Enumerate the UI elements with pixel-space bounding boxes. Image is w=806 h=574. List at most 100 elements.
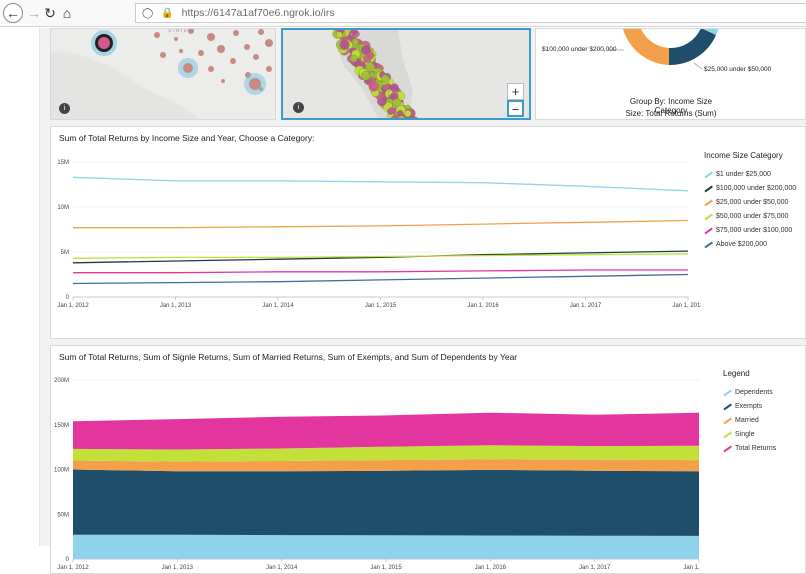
- y-tick-label: 0: [66, 295, 70, 301]
- x-tick-label: Jan 1, 2015: [370, 565, 402, 570]
- legend-item[interactable]: Above $200,000: [704, 237, 796, 251]
- dashboard-page: STATES i i + − $100,000 under $200,000 $…: [0, 28, 806, 546]
- legend-item[interactable]: Dependents: [723, 385, 776, 399]
- legend-label: Married: [735, 417, 759, 424]
- map-point: [361, 45, 370, 54]
- legend-item[interactable]: $25,000 under $50,000: [704, 195, 796, 209]
- legend-title: Income Size Category: [704, 151, 796, 160]
- legend-label: $50,000 under $75,000: [716, 213, 788, 220]
- left-rail: [0, 28, 40, 546]
- x-tick-label: Jan 1, 2018: [683, 565, 701, 570]
- area-chart-card: Sum of Total Returns, Sum of Signle Retu…: [50, 345, 806, 574]
- map-point: [336, 32, 342, 38]
- bubble-map-card[interactable]: STATES i: [50, 28, 276, 120]
- series-line: [73, 221, 688, 228]
- y-tick-label: 5M: [61, 250, 69, 256]
- y-tick-label: 150M: [54, 423, 69, 429]
- line-chart-legend: Income Size Category $1 under $25,000 $10…: [704, 151, 796, 251]
- donut-slice[interactable]: [621, 29, 669, 65]
- x-tick-label: Jan 1, 2014: [262, 303, 294, 309]
- line-chart-card: Sum of Total Returns by Income Size and …: [50, 126, 806, 339]
- legend-item[interactable]: Total Returns: [723, 441, 776, 455]
- url-text[interactable]: https://6147a1af70e6.ngrok.io/irs: [182, 7, 335, 19]
- lock-icon[interactable]: 🔒: [161, 8, 173, 19]
- area-chart-legend: Legend Dependents Exempts Married Single Tot…: [723, 369, 776, 455]
- x-tick-label: Jan 1, 2013: [160, 303, 192, 309]
- legend-swatch: [704, 198, 712, 206]
- legend-item[interactable]: $100,000 under $200,000: [704, 181, 796, 195]
- y-tick-label: 100M: [54, 468, 69, 474]
- x-tick-label: Jan 1, 2013: [162, 565, 194, 570]
- legend-item[interactable]: $50,000 under $75,000: [704, 209, 796, 223]
- legend-item[interactable]: $1 under $25,000: [704, 167, 796, 181]
- map-point: [361, 71, 370, 80]
- line-chart[interactable]: 0 5M 10M 15M Jan 1, 2012 Jan 1, 2013 Jan 1, 20…: [51, 152, 701, 337]
- address-bar[interactable]: ◯ 🔒 https://6147a1af70e6.ngrok.io/irs: [135, 3, 806, 23]
- point-map[interactable]: [283, 30, 529, 118]
- x-tick-label: Jan 1, 2012: [57, 303, 89, 309]
- legend-label: $75,000 under $100,000: [716, 227, 792, 234]
- x-tick-label: Jan 1, 2017: [579, 565, 611, 570]
- zoom-in-button[interactable]: +: [507, 83, 524, 100]
- legend-swatch: [704, 240, 712, 248]
- legend-label: Single: [735, 431, 754, 438]
- x-tick-label: Jan 1, 2017: [570, 303, 602, 309]
- map-point: [397, 110, 403, 116]
- y-tick-label: 50M: [57, 512, 69, 518]
- legend-swatch: [723, 388, 731, 396]
- legend-label: $100,000 under $200,000: [716, 185, 796, 192]
- donut-slice[interactable]: [669, 29, 716, 65]
- slice-label: $25,000 under $50,000: [704, 66, 771, 73]
- legend-item[interactable]: Single: [723, 427, 776, 441]
- map-point: [340, 40, 350, 50]
- donut-chart-card[interactable]: $100,000 under $200,000 $25,000 under $5…: [535, 28, 806, 120]
- x-tick-label: Jan 1, 2016: [467, 303, 499, 309]
- map-point: [350, 55, 357, 62]
- map-point: [404, 110, 411, 117]
- zoom-out-button[interactable]: −: [507, 100, 524, 117]
- browser-toolbar: ← → ↻ ⌂ ◯ 🔒 https://6147a1af70e6.ngrok.i…: [0, 0, 806, 27]
- legend-label: Exempts: [735, 403, 762, 410]
- legend-label: Total Returns: [735, 445, 776, 452]
- map-point: [381, 75, 389, 83]
- slice-label: $100,000 under $200,000: [542, 46, 616, 53]
- info-icon[interactable]: i: [293, 102, 304, 113]
- map-label: STATES: [168, 28, 193, 34]
- point-map-card[interactable]: i + −: [281, 28, 531, 120]
- legend-swatch: [704, 212, 712, 220]
- series-line: [73, 275, 688, 284]
- legend-item[interactable]: Exempts: [723, 399, 776, 413]
- legend-swatch: [704, 170, 712, 178]
- chart-title: Sum of Total Returns, Sum of Signle Retu…: [59, 352, 517, 362]
- legend-swatch: [704, 184, 712, 192]
- shield-icon[interactable]: ◯: [142, 8, 153, 19]
- y-tick-label: 10M: [57, 205, 69, 211]
- series-area: [73, 470, 699, 536]
- series-line: [73, 270, 688, 273]
- map-point: [352, 38, 358, 44]
- legend-label: Dependents: [735, 389, 773, 396]
- info-icon[interactable]: i: [59, 103, 70, 114]
- back-arrow-icon[interactable]: ←: [3, 3, 23, 23]
- legend-swatch: [704, 226, 712, 234]
- series-line: [73, 177, 688, 191]
- legend-label: $25,000 under $50,000: [716, 199, 788, 206]
- legend-item[interactable]: $75,000 under $100,000: [704, 223, 796, 237]
- map-point: [383, 84, 389, 90]
- x-tick-label: Jan 1, 2014: [266, 565, 298, 570]
- home-icon[interactable]: ⌂: [57, 3, 77, 23]
- y-tick-label: 0: [66, 557, 70, 563]
- bubble-map[interactable]: [51, 29, 276, 120]
- map-point: [363, 54, 371, 62]
- series-area: [73, 413, 699, 450]
- legend-item[interactable]: Married: [723, 413, 776, 427]
- map-point: [389, 107, 396, 114]
- y-tick-label: 15M: [57, 160, 69, 166]
- map-point: [369, 82, 379, 92]
- map-point: [392, 99, 400, 107]
- chart-title: Sum of Total Returns by Income Size and …: [59, 133, 314, 143]
- series-area: [73, 535, 699, 559]
- legend-label: Above $200,000: [716, 241, 767, 248]
- legend-title: Legend: [723, 369, 776, 378]
